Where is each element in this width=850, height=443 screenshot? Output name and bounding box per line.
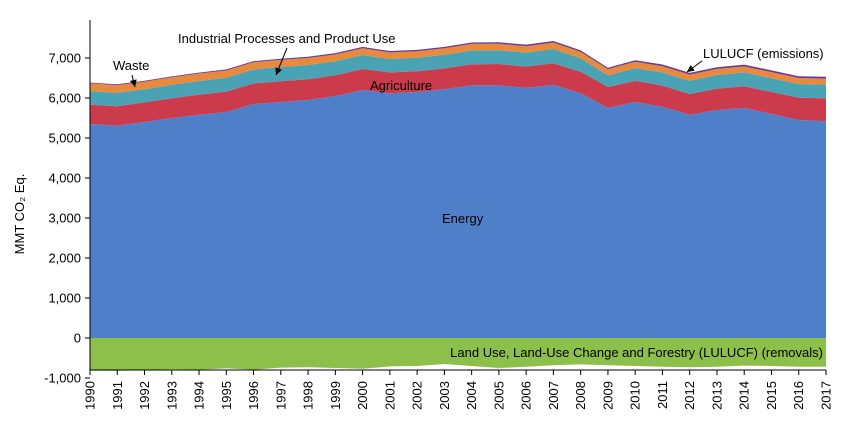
y-tick-label: 4,000 [48,171,81,186]
areas-group [90,41,826,371]
x-tick-label: 2001 [382,381,397,410]
x-tick-label: 2012 [682,381,697,410]
x-tick-label: 1993 [164,381,179,410]
x-tick-label: 2015 [764,381,779,410]
x-tick-label: 2004 [464,381,479,410]
annotation-industrial-processes: Industrial Processes and Product Use [178,31,396,46]
area-energy [90,84,826,338]
annotation-lulucf-removals: Land Use, Land-Use Change and Forestry (… [450,345,823,360]
area-industrial-processes-and-product-use [90,49,826,107]
arrow-lulucf-emissions-head [687,65,695,72]
x-tick-label: 1997 [273,381,288,410]
x-tick-label: 2003 [437,381,452,410]
area-waste [90,42,826,93]
x-tick-label: 1991 [110,381,125,410]
x-tick-label: 1992 [137,381,152,410]
x-tick-label: 2002 [410,381,425,410]
y-tick-label: -1,000 [44,371,81,386]
area-agriculture [90,63,826,126]
y-tick-label: 2,000 [48,251,81,266]
annotation-energy: Energy [442,211,484,226]
x-tick-label: 1998 [301,381,316,410]
x-tick-label: 1994 [192,381,207,410]
annotation-waste: Waste [113,58,149,73]
x-tick-label: 2011 [655,381,670,409]
x-tick-label: 2008 [573,381,588,410]
y-tick-label: 0 [74,331,81,346]
y-tick-label: 1,000 [48,291,81,306]
y-tick-label: 5,000 [48,131,81,146]
y-axis-title: MMT CO₂ Eq. [12,174,27,255]
y-tick-label: 7,000 [48,51,81,66]
annotation-lulucf-emissions: LULUCF (emissions) [703,46,824,61]
x-tick-label: 2009 [600,381,615,410]
annotation-agriculture: Agriculture [370,78,432,93]
x-tick-label: 2007 [546,381,561,410]
x-tick-label: 2017 [819,381,834,410]
area-lulucf-removals [90,338,826,371]
arrow-industrial-processes-head [275,67,282,75]
x-tick-label: 1995 [219,381,234,410]
x-tick-label: 1996 [246,381,261,410]
x-tick-label: 1999 [328,381,343,410]
x-tick-label: 1990 [83,381,98,410]
y-tick-label: 3,000 [48,211,81,226]
x-tick-label: 2013 [709,381,724,410]
annotations-group: Waste Industrial Processes and Product Us… [113,31,824,360]
x-tick-label: 2014 [737,381,752,410]
y-tick-label: 6,000 [48,91,81,106]
x-tick-label: 2000 [355,381,370,410]
x-tick-label: 2010 [628,381,643,410]
x-tick-label: 2006 [519,381,534,410]
axes-group: -1,000 0 1,000 2,000 3,000 4,000 5,000 6,000 7,0… [44,20,834,410]
x-tick-label: 2005 [491,381,506,410]
x-tick-label: 2016 [791,381,806,410]
arrow-waste-head [129,79,137,87]
